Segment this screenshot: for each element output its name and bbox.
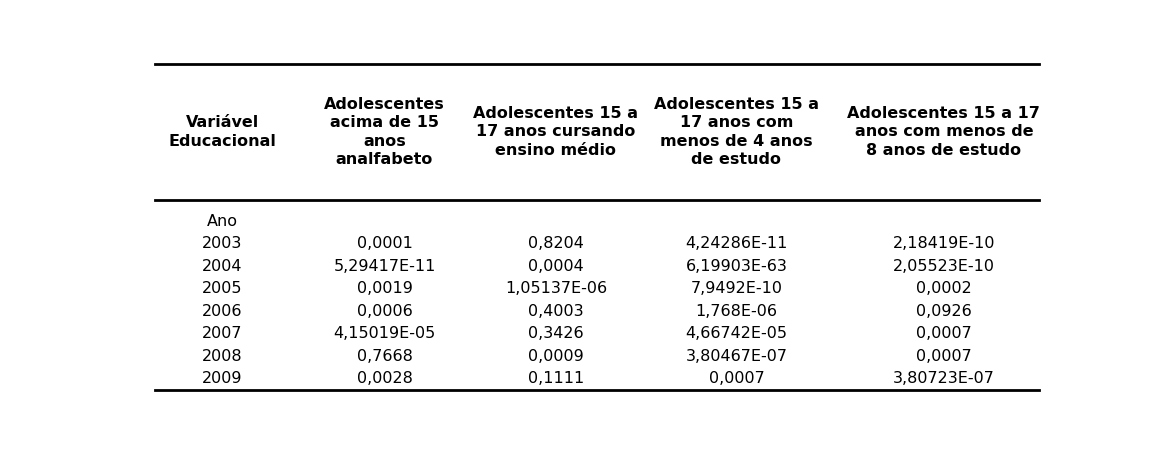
Text: 0,0002: 0,0002 [916,281,972,296]
Text: 2004: 2004 [201,259,242,274]
Text: 0,0019: 0,0019 [356,281,412,296]
Text: Ano: Ano [207,214,237,229]
Text: 1,768E-06: 1,768E-06 [695,304,778,319]
Text: 2006: 2006 [201,304,242,319]
Text: 0,0004: 0,0004 [528,259,584,274]
Text: 0,0006: 0,0006 [356,304,412,319]
Text: 3,80467E-07: 3,80467E-07 [686,349,787,364]
Text: 2005: 2005 [201,281,242,296]
Text: 0,0007: 0,0007 [916,349,972,364]
Text: 2007: 2007 [201,326,242,341]
Text: Adolescentes 15 a
17 anos cursando
ensino médio: Adolescentes 15 a 17 anos cursando ensin… [474,106,639,158]
Text: 0,1111: 0,1111 [527,371,584,387]
Text: 0,3426: 0,3426 [528,326,584,341]
Text: 4,24286E-11: 4,24286E-11 [686,236,788,251]
Text: 2,18419E-10: 2,18419E-10 [893,236,995,251]
Text: 5,29417E-11: 5,29417E-11 [333,259,435,274]
Text: 2003: 2003 [203,236,242,251]
Text: Adolescentes 15 a
17 anos com
menos de 4 anos
de estudo: Adolescentes 15 a 17 anos com menos de 4… [654,97,819,167]
Text: 1,05137E-06: 1,05137E-06 [505,281,606,296]
Text: 0,7668: 0,7668 [356,349,412,364]
Text: 0,0001: 0,0001 [356,236,412,251]
Text: Adolescentes 15 a 17
anos com menos de
8 anos de estudo: Adolescentes 15 a 17 anos com menos de 8… [847,106,1041,158]
Text: 0,8204: 0,8204 [528,236,584,251]
Text: 7,9492E-10: 7,9492E-10 [690,281,782,296]
Text: Adolescentes
acima de 15
anos
analfabeto: Adolescentes acima de 15 anos analfabeto [325,97,445,167]
Text: 6,19903E-63: 6,19903E-63 [686,259,787,274]
Text: 0,4003: 0,4003 [528,304,584,319]
Text: 2008: 2008 [201,349,242,364]
Text: 2,05523E-10: 2,05523E-10 [893,259,995,274]
Text: 4,66742E-05: 4,66742E-05 [686,326,787,341]
Text: Variável
Educacional: Variável Educacional [169,115,276,149]
Text: 0,0028: 0,0028 [356,371,412,387]
Text: 2009: 2009 [201,371,242,387]
Text: 0,0009: 0,0009 [528,349,584,364]
Text: 0,0007: 0,0007 [916,326,972,341]
Text: 0,0007: 0,0007 [709,371,765,387]
Text: 0,0926: 0,0926 [916,304,972,319]
Text: 3,80723E-07: 3,80723E-07 [893,371,995,387]
Text: 4,15019E-05: 4,15019E-05 [333,326,435,341]
